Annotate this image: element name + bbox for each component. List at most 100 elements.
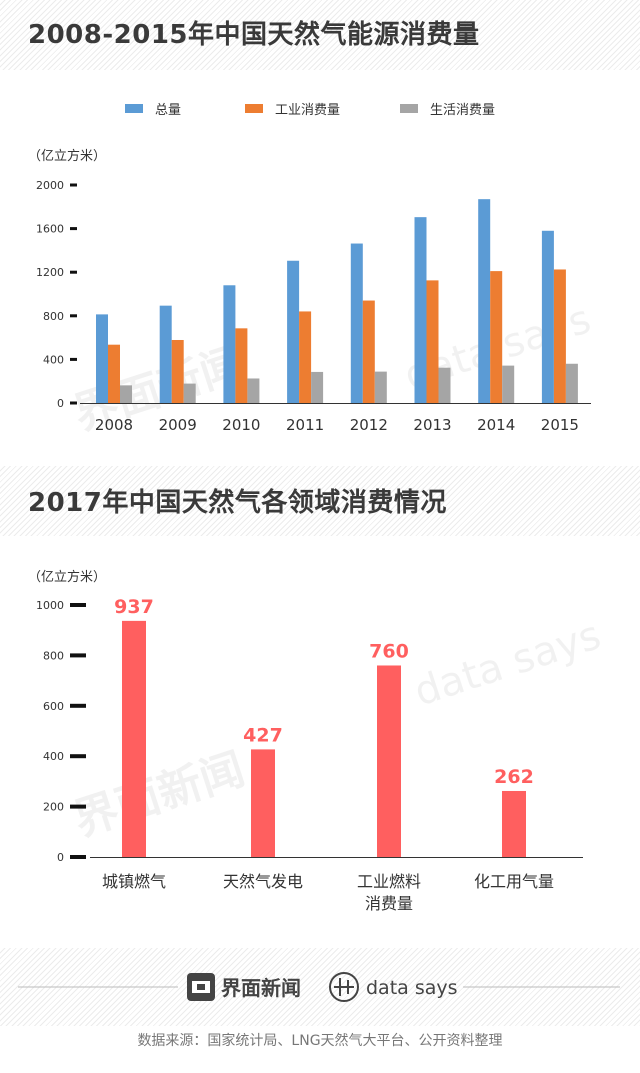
sector-bar-2 bbox=[251, 749, 275, 857]
y-tick-mark bbox=[70, 603, 86, 607]
y-tick-label: 0 bbox=[57, 851, 64, 864]
y-tick-mark bbox=[70, 314, 77, 318]
x-tick-line: 城镇燃气 bbox=[102, 872, 166, 891]
sector-bar-1 bbox=[122, 620, 146, 857]
y-tick-mark bbox=[70, 227, 77, 231]
chart2-unit-label: （亿立方米） bbox=[28, 569, 106, 585]
x-tick-label: 2014 bbox=[477, 416, 515, 434]
y-tick-label: 600 bbox=[43, 700, 64, 713]
chart1-bars bbox=[96, 199, 578, 403]
chart2-panel: 界面新闻 data says （亿立方米） 0 200 400 600 800 1000 … bbox=[0, 536, 640, 948]
bar-2011-series-2 bbox=[299, 311, 312, 403]
legend-label-1: 总量 bbox=[155, 103, 181, 118]
watermark-group: 界面新闻 data says bbox=[68, 296, 597, 440]
bar-2014-series-1 bbox=[478, 199, 491, 403]
x-tick-line: 化工用气量 bbox=[474, 872, 554, 891]
x-tick-line: 工业燃料 bbox=[357, 872, 421, 891]
bar-2015-series-2 bbox=[553, 269, 566, 403]
chart1-y-axis: 0 400 800 1200 1600 2000 bbox=[36, 179, 77, 410]
x-tick-label: 工业燃料消费量 bbox=[357, 872, 421, 913]
bar-2011-series-3 bbox=[311, 371, 324, 403]
y-tick-mark bbox=[70, 270, 77, 274]
y-tick-mark bbox=[70, 804, 86, 809]
x-tick-label: 2012 bbox=[350, 416, 388, 434]
y-tick-mark bbox=[70, 653, 86, 658]
sector-bar-4 bbox=[502, 790, 526, 857]
x-tick-label: 2013 bbox=[413, 416, 451, 434]
chart1-title: 2008-2015年中国天然气能源消费量 bbox=[28, 20, 480, 50]
bar-2008-series-1 bbox=[96, 314, 108, 403]
bar-2013-series-3 bbox=[438, 367, 451, 403]
y-tick-label: 800 bbox=[43, 649, 64, 662]
y-tick-mark bbox=[70, 357, 77, 361]
x-tick-label: 2010 bbox=[222, 416, 260, 434]
y-tick-label: 400 bbox=[43, 353, 64, 366]
y-tick-label: 0 bbox=[57, 397, 64, 410]
x-tick-label: 2011 bbox=[286, 416, 324, 434]
watermark-jiemian-2: 界面新闻 bbox=[68, 744, 251, 847]
jiemian-logo-icon bbox=[187, 973, 215, 1001]
datasays-logo-icon bbox=[329, 972, 359, 1002]
y-tick-mark bbox=[70, 754, 86, 759]
bar-2010-series-1 bbox=[223, 285, 236, 403]
chart1-legend: 总量 工业消费量 生活消费量 bbox=[125, 103, 495, 118]
chart2-svg: 界面新闻 data says （亿立方米） 02004006008001000 … bbox=[28, 569, 606, 913]
chart1-svg: 界面新闻 data says 总量 工业消费量 生活消费量 （亿立方米） 0 400 8… bbox=[28, 103, 597, 440]
data-source: 数据来源：国家统计局、LNG天然气大平台、公开资料整理 bbox=[137, 1033, 503, 1049]
watermark-datasays-2: data says bbox=[409, 612, 606, 715]
bar-2009-series-2 bbox=[171, 339, 184, 403]
sector-value-label-2: 427 bbox=[243, 724, 283, 746]
footer-logo-text: 界面新闻 bbox=[221, 976, 301, 1000]
bar-2009-series-1 bbox=[159, 305, 172, 403]
x-tick-label: 化工用气量 bbox=[474, 872, 554, 891]
bar-2008-series-2 bbox=[108, 344, 120, 403]
bar-2010-series-2 bbox=[235, 328, 248, 403]
bar-2011-series-1 bbox=[287, 260, 300, 403]
chart2-bars bbox=[122, 620, 526, 857]
x-tick-line: 天然气发电 bbox=[223, 872, 303, 891]
sector-value-label-1: 937 bbox=[114, 596, 154, 618]
legend-swatch-3 bbox=[400, 104, 418, 113]
x-tick-label: 2008 bbox=[95, 416, 133, 434]
y-tick-mark bbox=[70, 183, 77, 187]
bar-2010-series-3 bbox=[247, 378, 260, 403]
header-band-2 bbox=[0, 466, 640, 536]
y-tick-label: 1200 bbox=[36, 266, 64, 279]
x-tick-label: 天然气发电 bbox=[223, 872, 303, 891]
legend-label-3: 生活消费量 bbox=[430, 103, 495, 118]
y-tick-label: 800 bbox=[43, 310, 64, 323]
bar-2014-series-3 bbox=[502, 365, 515, 403]
y-tick-mark bbox=[70, 401, 77, 405]
bar-2015-series-3 bbox=[565, 363, 578, 403]
y-tick-label: 1600 bbox=[36, 223, 64, 236]
bar-2012-series-3 bbox=[374, 371, 387, 403]
bar-2012-series-2 bbox=[362, 300, 375, 403]
header-band-1 bbox=[0, 0, 640, 70]
x-tick-label: 城镇燃气 bbox=[102, 872, 166, 891]
y-tick-label: 2000 bbox=[36, 179, 64, 192]
chart2-y-axis: 0 200 400 600 800 1000 bbox=[36, 599, 86, 864]
y-tick-label: 200 bbox=[43, 801, 64, 814]
bar-2014-series-2 bbox=[490, 271, 503, 403]
bar-2009-series-3 bbox=[183, 383, 196, 403]
chart2-x-ticks: 城镇燃气 天然气发电 工业燃料消费量 化工用气量 bbox=[102, 872, 554, 913]
bar-2012-series-1 bbox=[350, 243, 363, 403]
x-tick-label: 2009 bbox=[159, 416, 197, 434]
x-tick-label: 2015 bbox=[541, 416, 579, 434]
chart1-x-ticks: 2008 2009 2010 2011 2012 2013 2014 2015 bbox=[95, 416, 579, 434]
footer-brand: 界面新闻 data says bbox=[18, 972, 620, 1002]
bar-2013-series-1 bbox=[414, 217, 427, 403]
y-tick-mark bbox=[70, 703, 86, 708]
sector-bar-3 bbox=[377, 665, 401, 857]
footer-datasays-text: data says bbox=[366, 977, 458, 999]
y-tick-label: 400 bbox=[43, 750, 64, 763]
bar-2008-series-3 bbox=[120, 385, 132, 403]
y-tick-label: 1000 bbox=[36, 599, 64, 612]
legend-label-2: 工业消费量 bbox=[275, 103, 340, 118]
sector-value-label-3: 760 bbox=[369, 640, 409, 662]
chart1-panel: 界面新闻 data says 总量 工业消费量 生活消费量 （亿立方米） 0 400 8… bbox=[0, 70, 640, 466]
x-tick-line: 消费量 bbox=[365, 894, 413, 913]
y-tick-mark bbox=[70, 855, 86, 859]
bar-2013-series-2 bbox=[426, 280, 439, 403]
bar-2015-series-1 bbox=[541, 230, 554, 403]
